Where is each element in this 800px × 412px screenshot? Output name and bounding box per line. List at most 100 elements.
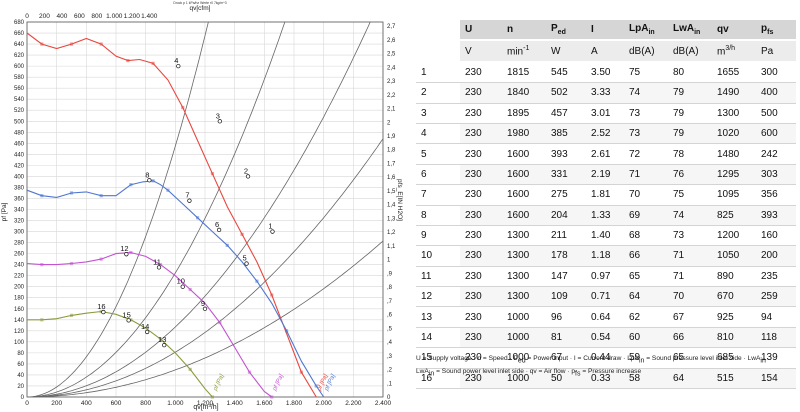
table-cell: 154	[756, 368, 796, 390]
table-cell: 16	[416, 368, 460, 390]
right-tick-label: 1,2	[387, 230, 396, 236]
header-subscript: in	[648, 29, 655, 37]
table-cell: 160	[756, 225, 796, 247]
y-tick-label: 180	[14, 296, 25, 302]
y-tick-label: 400	[14, 174, 25, 180]
y-tick-label: 280	[14, 241, 25, 247]
operating-point-label: 6	[215, 220, 219, 229]
header-main: P	[551, 23, 558, 35]
right-axis-title: pfs_E[IN H2O]	[396, 179, 403, 221]
operating-point-marker	[126, 318, 131, 323]
operating-point-label: 4	[174, 56, 178, 65]
right-tick-label: 1,8	[387, 148, 396, 154]
y-tick-label: 220	[14, 274, 25, 280]
table-cell: 393	[546, 143, 586, 165]
table-row: 10 230 1300 178 1.18 66 71 1050 200	[416, 245, 796, 267]
table-cell: 73	[624, 103, 668, 124]
table-cell: 1	[416, 61, 460, 84]
y-tick-label: 40	[17, 373, 24, 379]
curve-marker	[40, 263, 44, 267]
table-cell: 1000	[502, 327, 546, 349]
y-tick-label: 420	[14, 163, 25, 169]
left-axis-title: pf [Pa]	[1, 202, 8, 221]
table-cell: 230	[460, 245, 502, 267]
table-cell: 685	[712, 347, 756, 369]
table-cell: 71	[668, 266, 712, 288]
table-cell: 62	[624, 306, 668, 328]
y-tick-label: 460	[14, 141, 25, 147]
legend-subscript: in	[638, 357, 645, 365]
table-cell: 12	[416, 286, 460, 308]
table-cell: 230	[460, 368, 502, 390]
right-tick-label: 1,4	[387, 203, 396, 209]
table-cell: 400	[756, 82, 796, 104]
table-cell: 2.61	[586, 143, 624, 165]
y-tick-label: 520	[14, 108, 25, 114]
table-cell: 5	[416, 143, 460, 165]
curve-marker	[126, 59, 130, 63]
unit-main: W	[551, 45, 561, 57]
table-cell: 147	[546, 266, 586, 288]
right-tick-label: 1,7	[387, 161, 396, 167]
column-header: pfs	[756, 20, 796, 42]
curve-marker	[69, 191, 74, 195]
table-cell: 1.40	[586, 225, 624, 247]
y-tick-label: 560	[14, 86, 25, 92]
operating-point-marker	[270, 229, 275, 234]
y-tick-label: 60	[17, 362, 24, 368]
curve-marker	[225, 243, 229, 247]
column-unit: m3/h	[712, 40, 756, 63]
table-cell: 393	[756, 205, 796, 226]
table-cell: 7	[416, 184, 460, 206]
column-unit: W	[546, 40, 586, 63]
table-cell: 600	[756, 123, 796, 145]
y-tick-label: 320	[14, 219, 25, 225]
operating-point-label: 7	[185, 191, 189, 200]
table-cell: 230	[460, 286, 502, 308]
curve-marker	[99, 309, 103, 314]
table-row: 13 230 1000 96 0.64 62 67 925 94	[416, 306, 796, 328]
table-cell: 204	[546, 205, 586, 226]
right-tick-label: 2,1	[387, 107, 396, 113]
table-cell: 1295	[712, 164, 756, 186]
operating-point-label: 8	[145, 170, 149, 179]
right-tick-label: 1,1	[387, 244, 396, 250]
right-tick-label: ,2	[387, 368, 393, 374]
curve-marker	[151, 179, 155, 183]
table-cell: 80	[668, 61, 712, 84]
table-cell: 74	[668, 205, 712, 226]
x-tick-label: 800	[140, 400, 151, 407]
curve-marker	[188, 287, 192, 292]
legend-subscript: ed	[517, 357, 526, 365]
table-cell: 6	[416, 164, 460, 186]
right-tick-label: 1,6	[387, 175, 396, 181]
bottom-axis-title: qv[m³/h]	[193, 404, 218, 411]
table-cell: 0.44	[586, 347, 624, 369]
fan-performance-chart: 0 200 400 600 800 1.000 1.200 1.400 1.600 1.800 2.…	[1, 1, 403, 411]
table-cell: 79	[668, 82, 712, 104]
curve-marker	[314, 384, 318, 388]
curve-marker	[129, 183, 133, 187]
legend-text: = Sound pressure level inlet side · LwA	[644, 355, 761, 362]
y-tick-label: 640	[14, 42, 25, 48]
curve-marker	[99, 194, 103, 198]
column-header	[416, 20, 460, 42]
operating-point-label: 16	[97, 302, 105, 311]
header-subscript: fs	[767, 29, 774, 37]
table-cell: 1895	[502, 103, 546, 124]
operating-point-marker	[216, 227, 222, 233]
table-cell: 70	[624, 184, 668, 206]
curve-marker	[158, 337, 163, 341]
legend-text: = Sound power level inlet side · qv = Ai…	[434, 368, 576, 376]
unit-main: dB(A)	[629, 45, 655, 57]
table-cell: 70	[668, 286, 712, 308]
table-cell: 502	[546, 82, 586, 104]
column-header: qv	[712, 20, 756, 42]
table-cell: 1.33	[586, 205, 624, 226]
table-cell: 1600	[502, 205, 546, 226]
table-cell: 79	[668, 123, 712, 145]
y-tick-label: 340	[14, 208, 25, 214]
y-tick-label: 580	[14, 75, 25, 81]
table-cell: 71	[668, 245, 712, 267]
legend-subscript: in	[428, 370, 435, 378]
